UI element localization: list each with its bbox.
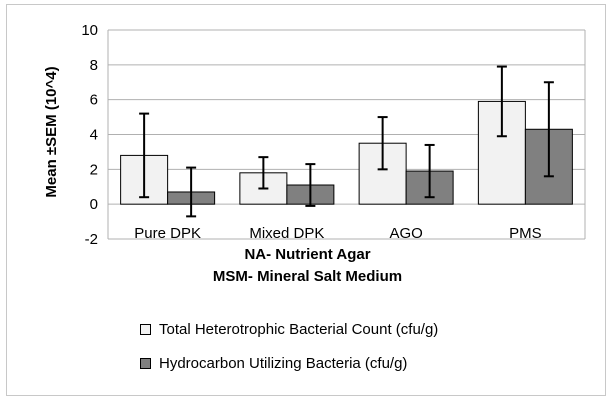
x-tick-label: Mixed DPK bbox=[249, 225, 324, 242]
legend-swatch-light bbox=[140, 323, 151, 335]
x-tick-label: AGO bbox=[389, 225, 422, 242]
y-tick-label: 10 bbox=[81, 22, 98, 39]
y-tick-label: -2 bbox=[85, 231, 98, 248]
y-tick-label: 2 bbox=[90, 161, 98, 178]
y-tick-label: 6 bbox=[90, 92, 98, 109]
note-na: NA- Nutrient Agar bbox=[244, 246, 371, 263]
x-tick-label: Pure DPK bbox=[134, 225, 201, 242]
legend-swatch-dark bbox=[140, 357, 151, 369]
x-tick-label: PMS bbox=[509, 225, 542, 242]
note-msm: MSM- Mineral Salt Medium bbox=[212, 268, 403, 285]
legend-item-total-heterotrophic: Total Heterotrophic Bacterial Count (cfu… bbox=[140, 318, 438, 340]
y-axis-label: Mean ±SEM (10^4) bbox=[43, 66, 60, 197]
y-tick-label: 4 bbox=[90, 127, 98, 144]
legend-label: Total Heterotrophic Bacterial Count (cfu… bbox=[159, 320, 439, 338]
legend-item-hydrocarbon-utilizing: Hydrocarbon Utilizing Bacteria (cfu/g) bbox=[140, 352, 407, 374]
y-tick-label: 0 bbox=[90, 196, 98, 213]
legend-label: Hydrocarbon Utilizing Bacteria (cfu/g) bbox=[159, 354, 408, 372]
y-tick-label: 8 bbox=[90, 57, 98, 74]
